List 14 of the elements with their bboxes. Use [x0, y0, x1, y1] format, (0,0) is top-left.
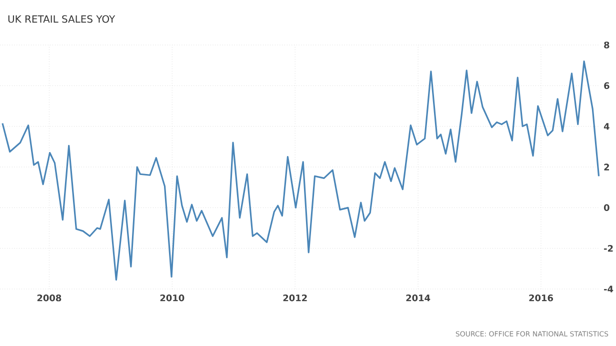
- x-tick-label: 2012: [283, 294, 307, 302]
- y-tick-label: 2: [604, 164, 610, 170]
- y-tick-label: 4: [604, 123, 610, 130]
- y-tick-label: 6: [604, 82, 610, 90]
- y-tick-label: 0: [604, 204, 610, 212]
- x-tick-label: 2014: [406, 294, 430, 302]
- y-tick-label: -2: [604, 245, 613, 252]
- x-tick-label: 2008: [37, 294, 62, 302]
- line-series: [2, 60, 600, 281]
- x-tick-label: 2016: [529, 294, 554, 302]
- chart-title: UK RETAIL SALES YOY: [8, 15, 116, 23]
- x-tick-label: 2010: [160, 294, 184, 302]
- y-tick-label: -4: [604, 286, 614, 292]
- y-tick-label: 8: [604, 42, 610, 48]
